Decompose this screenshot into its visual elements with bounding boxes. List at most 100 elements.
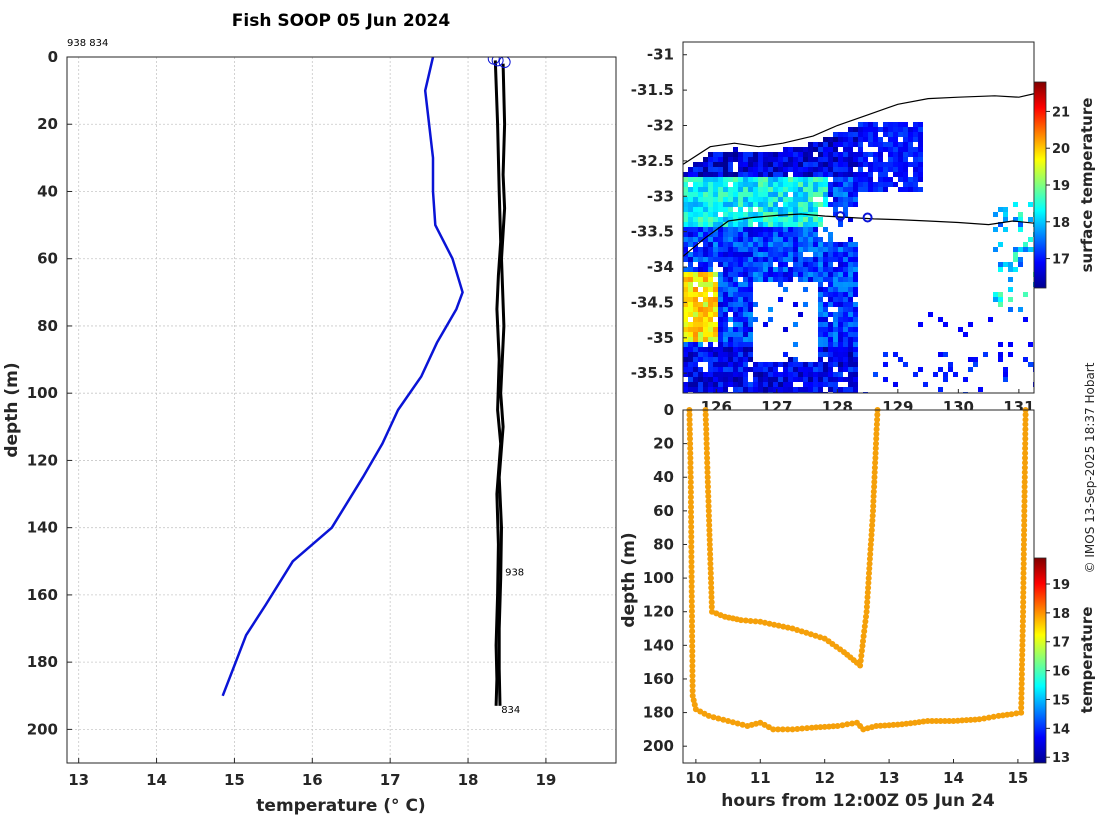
timeseries-point — [688, 563, 695, 570]
timeseries-point — [688, 603, 695, 610]
map-sst-cell — [813, 172, 818, 177]
map-sst-cell — [708, 342, 713, 347]
map-sst-cell — [708, 387, 713, 392]
map-sst-cell — [723, 377, 728, 382]
map-sst-cell — [773, 197, 778, 202]
map-sst-cell — [763, 197, 768, 202]
timeseries-y-tick-label: 0 — [664, 401, 674, 419]
map-sst-cell — [853, 247, 858, 252]
map-sst-cell — [718, 217, 723, 222]
map-sst-cell — [993, 227, 998, 232]
profile-y-label: depth (m) — [2, 362, 22, 457]
map-sst-cell — [823, 352, 828, 357]
map-sst-cell — [738, 192, 743, 197]
map-sst-cell — [703, 252, 708, 257]
map-sst-cell — [838, 342, 843, 347]
map-sst-cell — [693, 227, 698, 232]
timeseries-point — [705, 712, 712, 719]
map-sst-cell — [703, 282, 708, 287]
timeseries-point — [1021, 498, 1028, 505]
map-sst-cell — [983, 352, 988, 357]
timeseries-point — [770, 726, 777, 733]
map-sst-cell — [813, 227, 818, 232]
map-sst-cell — [703, 267, 708, 272]
map-sst-cell — [778, 177, 783, 182]
map-sst-cell — [903, 177, 908, 182]
timeseries-point — [688, 548, 695, 555]
map-sst-cell — [873, 182, 878, 187]
timeseries-point — [710, 714, 717, 721]
map-sst-cell — [738, 222, 743, 227]
map-sst-cell — [1013, 267, 1018, 272]
map-sst-cell — [783, 372, 788, 377]
timeseries-point — [874, 411, 881, 418]
map-sst-cell — [818, 332, 823, 337]
timeseries-point — [1020, 613, 1026, 620]
map-sst-cell — [1008, 267, 1013, 272]
map-sst-cell — [828, 372, 833, 377]
timeseries-point — [1022, 445, 1029, 452]
map-sst-cell — [688, 282, 693, 287]
timeseries-point — [705, 512, 712, 519]
map-sst-cell — [688, 227, 693, 232]
map-sst-cell — [898, 142, 903, 147]
map-sst-cell — [708, 337, 713, 342]
map-lines — [683, 93, 1034, 257]
map-sst-cell — [1028, 202, 1033, 207]
map-sst-cell — [993, 247, 998, 252]
map-sst-cell — [743, 317, 748, 322]
timeseries-point — [1021, 531, 1027, 538]
map-sst-cell — [743, 342, 748, 347]
map-sst-cell — [783, 257, 788, 262]
map-sst-cell — [908, 182, 913, 187]
map-sst-cell — [738, 372, 743, 377]
map-sst-cell — [728, 242, 733, 247]
map-sst-cell — [788, 152, 793, 157]
map-sst-cell — [783, 187, 788, 192]
map-sst-cell — [723, 287, 728, 292]
map-sst-cell — [768, 222, 773, 227]
map-sst-cell — [773, 237, 778, 242]
map-sst-cell — [723, 387, 728, 392]
map-sst-cell — [848, 302, 853, 307]
timeseries-point — [861, 623, 868, 630]
map-sst-cell — [718, 342, 723, 347]
timeseries-point — [867, 546, 874, 553]
map-sst-cell — [698, 302, 703, 307]
map-sst-cell — [838, 302, 843, 307]
map-sst-cell — [683, 227, 688, 232]
map-sst-cell — [788, 382, 793, 387]
map-sst-cell — [903, 182, 908, 187]
map-sst-cell — [833, 172, 838, 177]
map-sst-cell — [718, 317, 723, 322]
map-sst-cell — [773, 362, 778, 367]
map-sst-cell — [743, 377, 748, 382]
timeseries-point — [976, 716, 983, 723]
map-sst-cell — [753, 167, 758, 172]
map-sst-cell — [698, 237, 703, 242]
map-sst-cell — [808, 262, 813, 267]
map-sst-cell — [718, 382, 723, 387]
map-y-tick-label: -34.5 — [631, 293, 674, 311]
map-sst-cell — [778, 262, 783, 267]
timeseries-point — [688, 573, 695, 580]
map-sst-cell — [968, 322, 973, 327]
map-sst-cell — [708, 152, 713, 157]
map-sst-cell — [708, 377, 713, 382]
timeseries-point — [708, 589, 715, 596]
map-sst-cell — [913, 137, 918, 142]
map-sst-cell — [823, 317, 828, 322]
map-sst-cell — [683, 342, 688, 347]
map-sst-cell — [698, 347, 703, 352]
map-sst-cell — [783, 182, 788, 187]
map-sst-cell — [838, 132, 843, 137]
map-sst-cell — [1003, 217, 1008, 222]
map-sst-cell — [823, 327, 828, 332]
map-colorbar-tick-label: 21 — [1052, 105, 1070, 120]
map-sst-cell — [993, 212, 998, 217]
map-sst-cell — [778, 377, 783, 382]
map-sst-cell — [1003, 212, 1008, 217]
map-sst-cell — [733, 157, 738, 162]
map-sst-cell — [703, 347, 708, 352]
